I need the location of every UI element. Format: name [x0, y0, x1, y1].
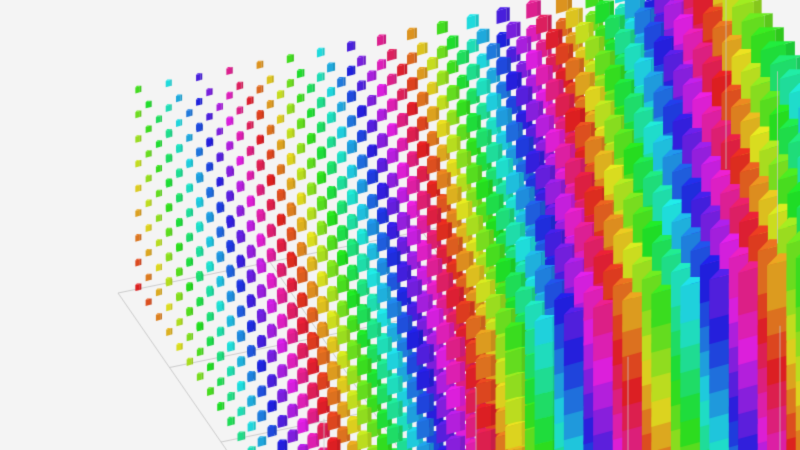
- scatter3d-plot: [0, 0, 800, 450]
- figure-canvas-container: [0, 0, 800, 450]
